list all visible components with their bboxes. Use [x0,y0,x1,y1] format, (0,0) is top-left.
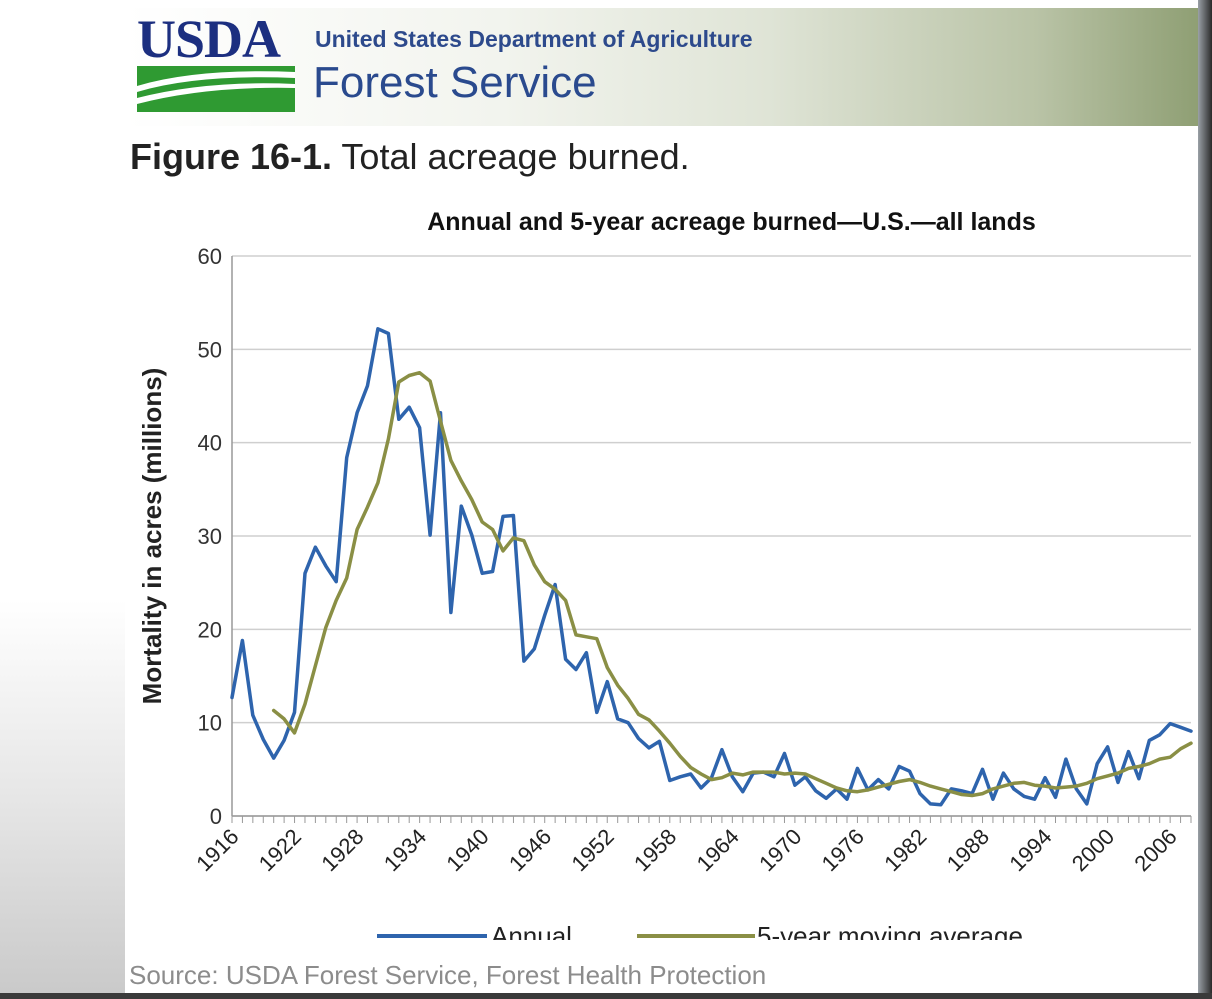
figure-caption: Figure 16-1. Total acreage burned. [130,136,690,178]
x-tick-label: 1928 [316,824,368,876]
x-tick-label: 1994 [1004,824,1056,876]
legend-moving-average-label: 5-year moving average [757,921,1023,940]
y-axis-label: Mortality in acres (millions) [137,368,167,705]
figure-number: Figure 16-1. [130,136,333,177]
y-tick-label: 40 [198,431,222,456]
x-tick-label: 1940 [441,824,493,876]
x-tick-label: 1922 [254,824,306,876]
x-tick-label: 1934 [379,824,431,876]
y-tick-label: 50 [198,337,222,362]
usda-leaf-icon [137,66,295,112]
usda-wordmark: USDA [137,9,281,69]
y-tick-label: 60 [198,244,222,269]
x-tick-label: 1982 [879,824,931,876]
x-tick-label: 1964 [692,824,744,876]
x-tick-label: 2006 [1129,824,1181,876]
chart-title: Annual and 5-year acreage burned—U.S.—al… [427,208,1036,236]
moving-average-series-line [271,370,1193,798]
right-background [1198,0,1212,999]
y-tick-label: 0 [210,804,222,829]
x-tick-label: 1952 [567,824,619,876]
bottom-background [0,993,1212,999]
x-tick-label: 1958 [629,824,681,876]
x-tick-label: 1988 [942,824,994,876]
slide: USDA United States Department of Agricul… [125,8,1198,993]
y-tick-label: 10 [198,711,222,736]
source-note: Source: USDA Forest Service, Forest Heal… [129,960,767,990]
y-tick-label: 30 [198,524,222,549]
legend-annual-label: Annual [491,921,572,940]
x-tick-label: 1946 [504,824,556,876]
figure-caption-text: Total acreage burned. [341,136,690,177]
x-tick-label: 1916 [191,824,243,876]
annual-series-line [230,327,1193,807]
x-tick-label: 2000 [1067,824,1119,876]
x-tick-label: 1976 [817,824,869,876]
left-background [0,0,125,999]
service-name: Forest Service [313,58,597,107]
department-name: United States Department of Agriculture [315,26,753,52]
usda-banner: USDA United States Department of Agricul… [125,8,1198,126]
y-tick-label: 20 [198,617,222,642]
x-tick-label: 1970 [754,824,806,876]
acreage-chart: Annual and 5-year acreage burned—U.S.—al… [137,208,1193,940]
